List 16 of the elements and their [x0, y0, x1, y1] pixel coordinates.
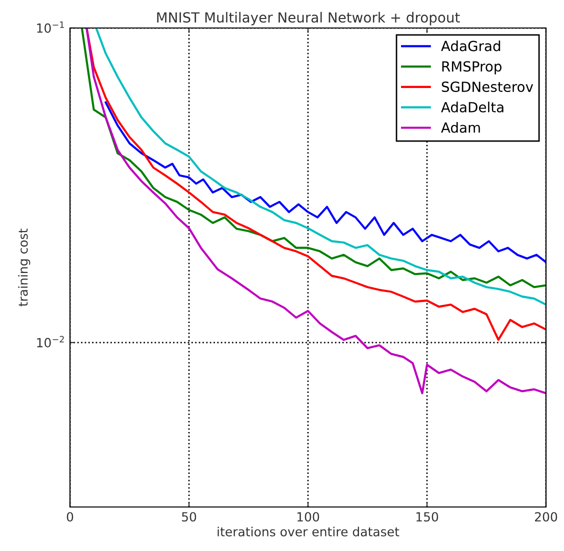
- line-series: [104, 101, 546, 264]
- x-tick-label: 100: [297, 512, 320, 522]
- legend-label: AdaDelta: [441, 102, 504, 112]
- y-tick-label: 10$^{−2}$: [37, 336, 64, 348]
- legend-label: RMSProp: [442, 61, 502, 74]
- x-tick-label: 0: [66, 512, 74, 522]
- x-axis-title: iterations over entire dataset: [218, 526, 400, 536]
- legend-label: AdaGrad: [441, 40, 500, 52]
- x-tick-label: 200: [534, 512, 558, 522]
- legend-label: Adam: [441, 122, 480, 133]
- legend-label: SGDNesterov: [442, 82, 534, 92]
- x-tick-label: 50: [182, 512, 196, 522]
- chart-title: MNIST Multilayer Neural Network + dropout: [157, 12, 460, 26]
- y-tick-label: 10$^{−1}$: [37, 22, 64, 33]
- x-tick-label: 150: [416, 512, 438, 522]
- y-axis-title: training cost: [18, 228, 30, 306]
